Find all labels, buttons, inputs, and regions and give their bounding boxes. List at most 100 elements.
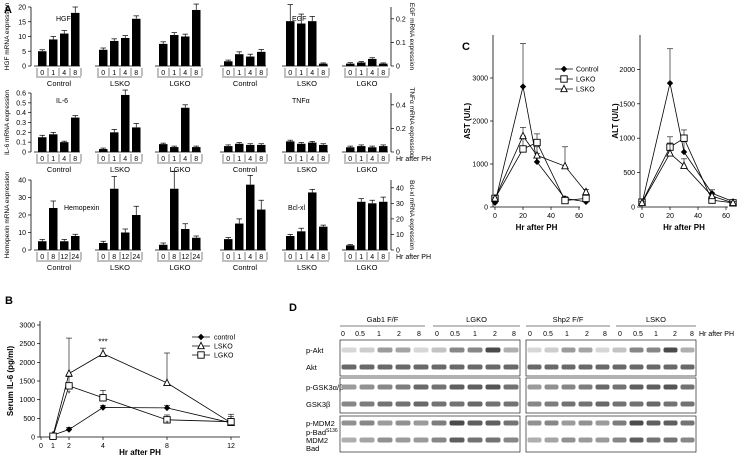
blot-band xyxy=(485,401,501,407)
y-tick-label: 1000 xyxy=(19,397,35,404)
group-label: Control xyxy=(233,79,258,88)
bar xyxy=(170,147,179,152)
blot-group-label: LGKO xyxy=(466,315,487,324)
x-tick-label: 8 xyxy=(51,254,55,261)
group-label: LSKO xyxy=(297,165,317,174)
blot-band xyxy=(485,364,501,370)
blot-band xyxy=(377,384,393,390)
data-point-lsko xyxy=(708,191,716,200)
right-tick-label: 30 xyxy=(396,201,404,208)
y-tick-label: 500 xyxy=(23,416,35,423)
bar xyxy=(297,143,306,152)
bar xyxy=(71,236,80,250)
left-tick-label: 0.3 xyxy=(16,120,26,127)
x-tick-label: 60 xyxy=(575,213,583,220)
bar xyxy=(246,56,255,66)
blot-band xyxy=(595,420,610,426)
blot-band xyxy=(431,347,447,353)
x-tick-label: 0 xyxy=(226,70,230,77)
bar xyxy=(235,54,244,66)
blot-band xyxy=(395,401,411,407)
data-point-lgko xyxy=(519,145,527,153)
x-tick-label: 2 xyxy=(67,443,71,450)
series-annotation: Bcl-xl xyxy=(288,205,306,212)
bar xyxy=(159,43,168,66)
x-tick-label: 0 xyxy=(161,156,165,163)
blot-frame xyxy=(525,339,697,377)
bar xyxy=(60,142,69,152)
y-axis-label: AST (U/L) xyxy=(463,102,472,139)
timepoint-label: 1 xyxy=(377,331,381,338)
data-point-lgko xyxy=(533,138,541,147)
significance-marker: * xyxy=(165,420,168,429)
blot-band xyxy=(395,420,411,426)
bar xyxy=(132,215,141,250)
bar xyxy=(257,51,266,66)
blot-band xyxy=(485,384,501,390)
right-tick-label: 0 xyxy=(396,64,400,71)
bar xyxy=(368,203,377,250)
blot-band xyxy=(578,401,593,407)
data-point-control xyxy=(666,79,674,87)
blot-band xyxy=(663,420,678,426)
left-tick-label: 0.2 xyxy=(16,130,26,137)
group-label: Control xyxy=(47,263,72,272)
x-tick-label: 12 xyxy=(227,443,235,450)
blot-band xyxy=(646,364,661,370)
x-axis-label: Hr after PH xyxy=(516,223,558,232)
blot-row-label: Bad xyxy=(306,444,319,453)
bar xyxy=(257,209,266,250)
x-tick-label: 8 xyxy=(172,254,176,261)
blot-band xyxy=(449,401,465,407)
bar xyxy=(121,37,130,66)
x-tick-label: 0 xyxy=(40,70,44,77)
group-label: Control xyxy=(233,263,258,272)
data-point-control xyxy=(533,158,541,166)
y-tick-label: 2000 xyxy=(19,360,35,367)
timepoint-label: 8 xyxy=(512,331,516,338)
series-annotation: HGF xyxy=(56,16,71,23)
blot-band xyxy=(503,401,519,407)
group-label: LGKO xyxy=(170,79,191,88)
bar xyxy=(368,58,377,66)
left-tick-label: 0 xyxy=(22,150,26,157)
y-tick-label: 0 xyxy=(484,205,488,212)
legend-label: LSKO xyxy=(214,344,233,351)
timepoint-label: 0.5 xyxy=(355,331,365,338)
y-tick-label: 2500 xyxy=(19,341,35,348)
blot-band xyxy=(612,401,627,407)
bar xyxy=(308,142,317,152)
x-tick-label: 4 xyxy=(62,70,66,77)
left-tick-label: 10 xyxy=(18,34,26,41)
panel-a-row-2: 0 0.1 0.2 0.3 0.4 0.5 0.6 0 0.2 0.4 IL-6 mRNA expr… xyxy=(4,87,431,174)
x-tick-label: 0 xyxy=(39,443,43,450)
bar xyxy=(308,192,317,250)
x-tick-label: 1 xyxy=(237,156,241,163)
x-tick-label: 0 xyxy=(348,70,352,77)
bar xyxy=(246,184,255,250)
blot-band xyxy=(629,347,644,353)
legend-marker xyxy=(560,75,568,83)
bar xyxy=(224,61,233,66)
blot-band xyxy=(663,347,678,353)
blot-band xyxy=(561,401,576,407)
blot-row-label: MDM2 xyxy=(306,436,328,445)
hr-after-ph-label: Hr after PH xyxy=(699,331,734,338)
blot-band xyxy=(629,384,644,390)
blot-band xyxy=(629,364,644,370)
data-point-lgko xyxy=(227,418,235,426)
data-point-lgko xyxy=(582,194,590,203)
blot-band xyxy=(629,401,644,407)
bar xyxy=(181,36,190,66)
bar xyxy=(357,62,366,66)
blot-band xyxy=(578,437,593,443)
blot-row-label: p-BadS136 xyxy=(306,428,338,437)
x-tick-label: 60 xyxy=(722,213,730,220)
series-annotation: EGF xyxy=(292,16,306,23)
blot-band xyxy=(395,437,411,443)
bar xyxy=(60,241,69,250)
left-tick-label: 30 xyxy=(18,195,26,202)
bar xyxy=(159,144,168,152)
